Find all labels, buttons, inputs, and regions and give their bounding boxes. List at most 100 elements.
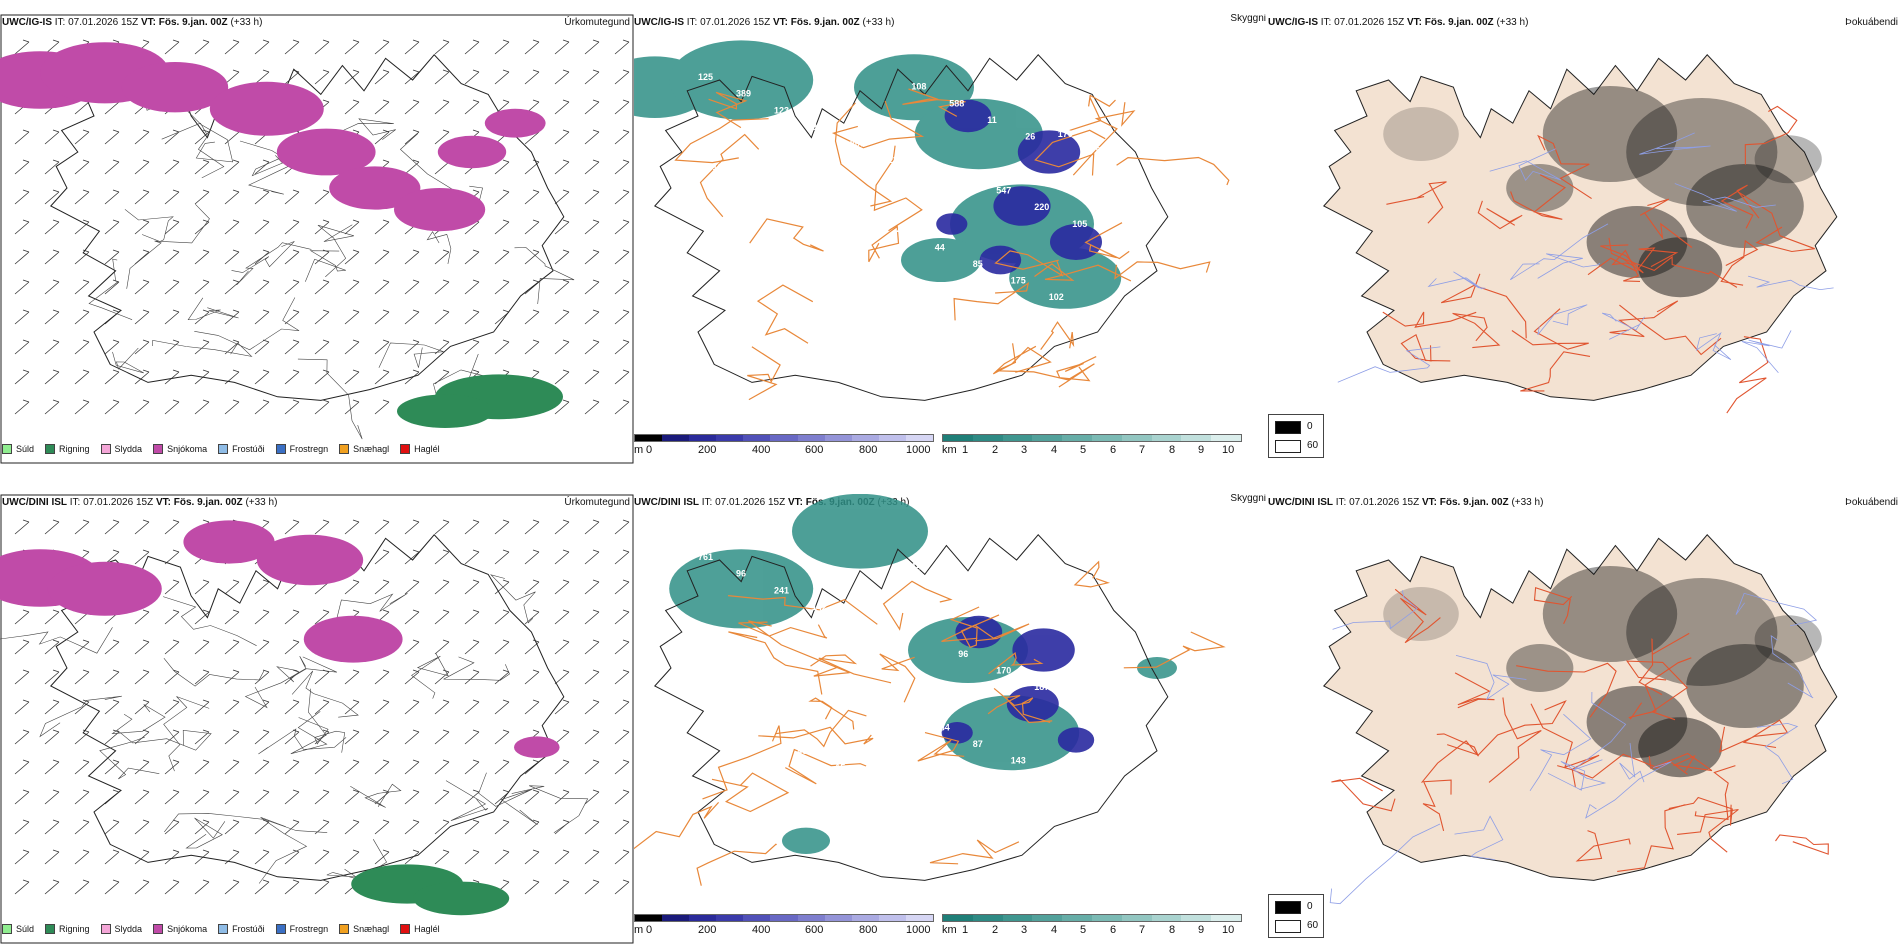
legend-swatch bbox=[339, 444, 350, 454]
height-label: 807 bbox=[850, 139, 865, 149]
height-tick: 0 bbox=[646, 924, 653, 936]
height-label: 96 bbox=[736, 569, 746, 579]
legend-item: Frostúði bbox=[218, 924, 265, 934]
height-label: 761 bbox=[698, 552, 713, 562]
fog-legend-high: 0 bbox=[1307, 421, 1313, 432]
legend-swatch bbox=[218, 924, 229, 934]
height-labels: 761 96 437 158 277 96 170 15 92 184 241 187 105 233 87… bbox=[698, 552, 1120, 789]
height-label: 26 bbox=[1025, 132, 1035, 142]
km-tick: 3 bbox=[1021, 444, 1028, 456]
km-tick: 7 bbox=[1139, 924, 1146, 936]
height-tick: 1000 bbox=[906, 444, 931, 456]
panel-title: UWC/IG-IS IT: 07.01.2026 15Z VT: Fös. 9.… bbox=[1268, 17, 1529, 28]
height-label: 175 bbox=[1011, 276, 1026, 286]
height-tick: 600 bbox=[805, 924, 824, 936]
legend-item: Snæhagl bbox=[339, 924, 389, 934]
height-label: 115 bbox=[751, 659, 766, 669]
fog-legend: 0 60 bbox=[1268, 894, 1324, 938]
km-colorbar-bar bbox=[942, 914, 1242, 922]
height-label: 189 bbox=[1087, 75, 1102, 85]
height-label: 92 bbox=[1096, 625, 1106, 635]
km-tick: 5 bbox=[1080, 924, 1087, 936]
km-tick: 1 bbox=[962, 444, 969, 456]
height-label: 184 bbox=[935, 722, 950, 732]
height-tick: 400 bbox=[752, 444, 771, 456]
height-label: 131 bbox=[888, 155, 903, 165]
km-tick: 8 bbox=[1169, 444, 1176, 456]
height-tick: 1000 bbox=[906, 924, 931, 936]
panel-title: UWC/DINI ISL IT: 07.01.2026 15Z VT: Fös.… bbox=[2, 497, 278, 508]
legend-item: Haglél bbox=[400, 444, 440, 454]
legend-swatch bbox=[218, 444, 229, 454]
fog-map-1 bbox=[1322, 54, 1838, 414]
km-tick: 6 bbox=[1110, 924, 1117, 936]
km-tick: 3 bbox=[1021, 924, 1028, 936]
visibility-panel-1: UWC/IG-IS IT: 07.01.2026 15Z VT: Fös. 9.… bbox=[634, 14, 1268, 464]
height-label: 17 bbox=[1110, 715, 1120, 725]
height-label: 229 bbox=[835, 283, 850, 293]
legend-swatch bbox=[153, 924, 164, 934]
panel-label-precip-type: Úrkomutegund bbox=[564, 17, 630, 28]
legend-swatch bbox=[400, 924, 411, 934]
legend-swatch bbox=[275, 924, 286, 934]
height-colorbar: m 0 200 400 600 800 1000 bbox=[634, 914, 934, 944]
panel-label-precip-type: Úrkomutegund bbox=[564, 497, 630, 508]
height-label: 25 bbox=[850, 619, 860, 629]
panel-title: UWC/IG-IS IT: 07.01.2026 15Z VT: Fös. 9.… bbox=[634, 17, 895, 28]
height-label: 187 bbox=[727, 252, 742, 262]
legend-item: Snjókoma bbox=[153, 444, 207, 454]
fog-map-2 bbox=[1322, 534, 1838, 905]
height-label: 105 bbox=[1072, 219, 1087, 229]
height-label: 123 bbox=[774, 105, 789, 115]
height-tick: 0 bbox=[646, 444, 653, 456]
height-label: 124 bbox=[789, 195, 804, 205]
legend-item: Súld bbox=[2, 924, 34, 934]
precip-legend: Súld Rigning Slydda Snjókoma Frostúði Fr… bbox=[2, 920, 451, 938]
legend-item: Slydda bbox=[100, 444, 142, 454]
precip-legend: Súld Rigning Slydda Snjókoma Frostúði Fr… bbox=[2, 440, 451, 458]
height-tick: 800 bbox=[859, 924, 878, 936]
height-tick: 200 bbox=[698, 444, 717, 456]
legend-swatch bbox=[153, 444, 164, 454]
height-label: 588 bbox=[949, 98, 964, 108]
height-label: 125 bbox=[698, 72, 713, 82]
legend-item: Rigning bbox=[45, 444, 90, 454]
height-label: 143 bbox=[1011, 756, 1026, 766]
legend-swatch bbox=[100, 924, 111, 934]
height-label: 96 bbox=[958, 649, 968, 659]
height-colorbar-bar bbox=[634, 434, 934, 442]
km-tick: 7 bbox=[1139, 444, 1146, 456]
height-label: 95 bbox=[1096, 145, 1106, 155]
fog-swatch-high bbox=[1275, 421, 1301, 434]
height-label: 85 bbox=[973, 259, 983, 269]
km-tick: 1 bbox=[962, 924, 969, 936]
panel-label-visibility: Skyggni bbox=[1230, 494, 1266, 504]
height-label: 547 bbox=[996, 186, 1011, 196]
legend-swatch bbox=[275, 444, 286, 454]
km-tick: 9 bbox=[1198, 924, 1205, 936]
fog-panel-1: UWC/IG-IS IT: 07.01.2026 15Z VT: Fös. 9.… bbox=[1268, 14, 1900, 464]
km-tick: 4 bbox=[1051, 444, 1058, 456]
km-tick: 10 bbox=[1222, 444, 1235, 456]
height-label: 44 bbox=[935, 242, 945, 252]
legend-item: Frostregn bbox=[275, 924, 328, 934]
fog-legend-low: 60 bbox=[1307, 920, 1319, 931]
height-tick: 400 bbox=[752, 924, 771, 936]
iceland-coastline bbox=[653, 534, 1169, 881]
height-label: 158 bbox=[1058, 609, 1073, 619]
legend-swatch bbox=[45, 924, 56, 934]
legend-swatch bbox=[2, 924, 12, 934]
panel-title: UWC/DINI ISL IT: 07.01.2026 15Z VT: Fös.… bbox=[1268, 497, 1544, 508]
height-label: 40 bbox=[897, 226, 907, 236]
precip-type-panel-1: UWC/IG-IS IT: 07.01.2026 15Z VT: Fös. 9.… bbox=[0, 14, 634, 464]
height-label: 233 bbox=[713, 642, 728, 652]
height-label: 15 bbox=[835, 763, 845, 773]
height-label: 277 bbox=[897, 706, 912, 716]
legend-item: Frostúði bbox=[218, 444, 265, 454]
panel-label-fog: Þokuábendi bbox=[1845, 17, 1898, 28]
legend-item: Snjókoma bbox=[153, 924, 207, 934]
fog-swatch-low bbox=[1275, 920, 1301, 933]
km-colorbar: km 1 2 3 4 5 6 7 8 9 10 bbox=[942, 914, 1242, 944]
legend-item: Súld bbox=[2, 444, 34, 454]
height-label: 170 bbox=[996, 666, 1011, 676]
